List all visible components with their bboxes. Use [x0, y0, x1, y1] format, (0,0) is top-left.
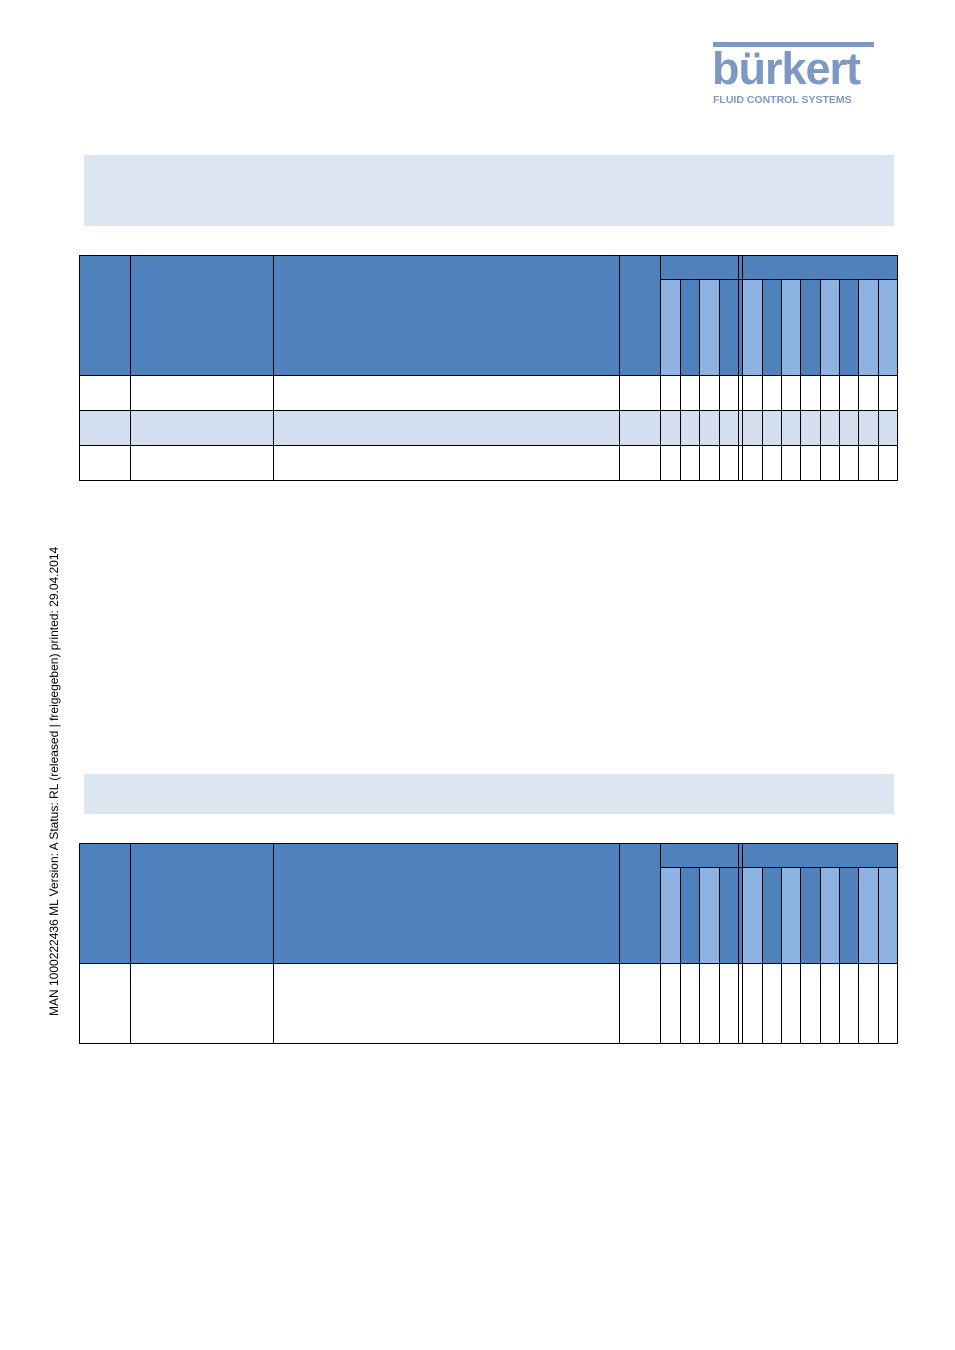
subheader-cell	[719, 868, 738, 963]
grid-line	[738, 843, 739, 1044]
subheader-cell	[762, 868, 781, 963]
document-status-sidebar: MAN 1000222436 ML Version: A Status: RL …	[47, 546, 61, 1016]
grid-line	[273, 843, 274, 1044]
subheader-cell	[742, 280, 762, 375]
subheader-cell	[660, 868, 680, 963]
grid-line	[858, 868, 859, 1044]
grid-line	[130, 843, 131, 1044]
subheader-cell	[800, 868, 820, 963]
parameter-table-1	[79, 255, 898, 481]
grid-line	[660, 279, 898, 280]
subheader-cell	[858, 868, 878, 963]
grid-line	[738, 255, 739, 481]
subheader-cell	[878, 868, 898, 963]
subheader-cell	[699, 280, 719, 375]
grid-line	[719, 280, 720, 481]
subheader-cell	[839, 868, 858, 963]
subheader-cell	[719, 280, 738, 375]
grid-line	[79, 1043, 898, 1044]
grid-line	[130, 255, 131, 481]
parameter-table-2	[79, 843, 898, 1044]
grid-line	[680, 280, 681, 481]
grid-line	[699, 280, 700, 481]
subheader-cell	[781, 280, 800, 375]
grid-line	[619, 255, 620, 481]
logo-subtitle: FLUID CONTROL SYSTEMS	[713, 94, 852, 106]
grid-line	[839, 868, 840, 1044]
grid-line	[619, 843, 620, 1044]
section-heading-band-2	[84, 774, 894, 814]
subheader-cell	[858, 280, 878, 375]
grid-line	[820, 868, 821, 1044]
grid-line	[79, 963, 898, 964]
logo-bar	[713, 42, 874, 47]
subheader-cell	[781, 868, 800, 963]
grid-line	[273, 255, 274, 481]
subheader-cell	[839, 280, 858, 375]
subheader-cell	[680, 868, 699, 963]
grid-line	[781, 868, 782, 1044]
grid-line	[820, 280, 821, 481]
grid-line	[742, 843, 743, 1044]
subheader-cell	[800, 280, 820, 375]
grid-line	[79, 843, 80, 1044]
subheader-cell	[820, 868, 839, 963]
section-heading-band-1	[84, 155, 894, 226]
grid-line	[699, 868, 700, 1044]
subheader-cell	[878, 280, 898, 375]
subheader-cell	[699, 868, 719, 963]
grid-line	[660, 843, 661, 1044]
subheader-cell	[742, 868, 762, 963]
grid-line	[79, 255, 80, 481]
grid-line	[79, 375, 898, 376]
grid-line	[79, 445, 898, 446]
grid-line	[762, 868, 763, 1044]
grid-line	[800, 280, 801, 481]
grid-line	[839, 280, 840, 481]
grid-line	[79, 480, 898, 481]
burkert-logo: bürkert FLUID CONTROL SYSTEMS	[712, 42, 874, 108]
grid-line	[79, 255, 898, 256]
grid-line	[79, 410, 898, 411]
grid-line	[878, 280, 879, 481]
subheader-cell	[680, 280, 699, 375]
grid-line	[660, 255, 661, 481]
logo-wordmark: bürkert	[712, 43, 861, 94]
grid-line	[800, 868, 801, 1044]
grid-line	[858, 280, 859, 481]
grid-line	[897, 255, 898, 481]
subheader-cell	[762, 280, 781, 375]
grid-line	[781, 280, 782, 481]
grid-line	[762, 280, 763, 481]
grid-line	[897, 843, 898, 1044]
table-row	[79, 410, 898, 445]
grid-line	[742, 255, 743, 481]
grid-line	[719, 868, 720, 1044]
grid-line	[660, 867, 898, 868]
subheader-cell	[660, 280, 680, 375]
grid-line	[878, 868, 879, 1044]
grid-line	[680, 868, 681, 1044]
subheader-cell	[820, 280, 839, 375]
grid-line	[79, 843, 898, 844]
